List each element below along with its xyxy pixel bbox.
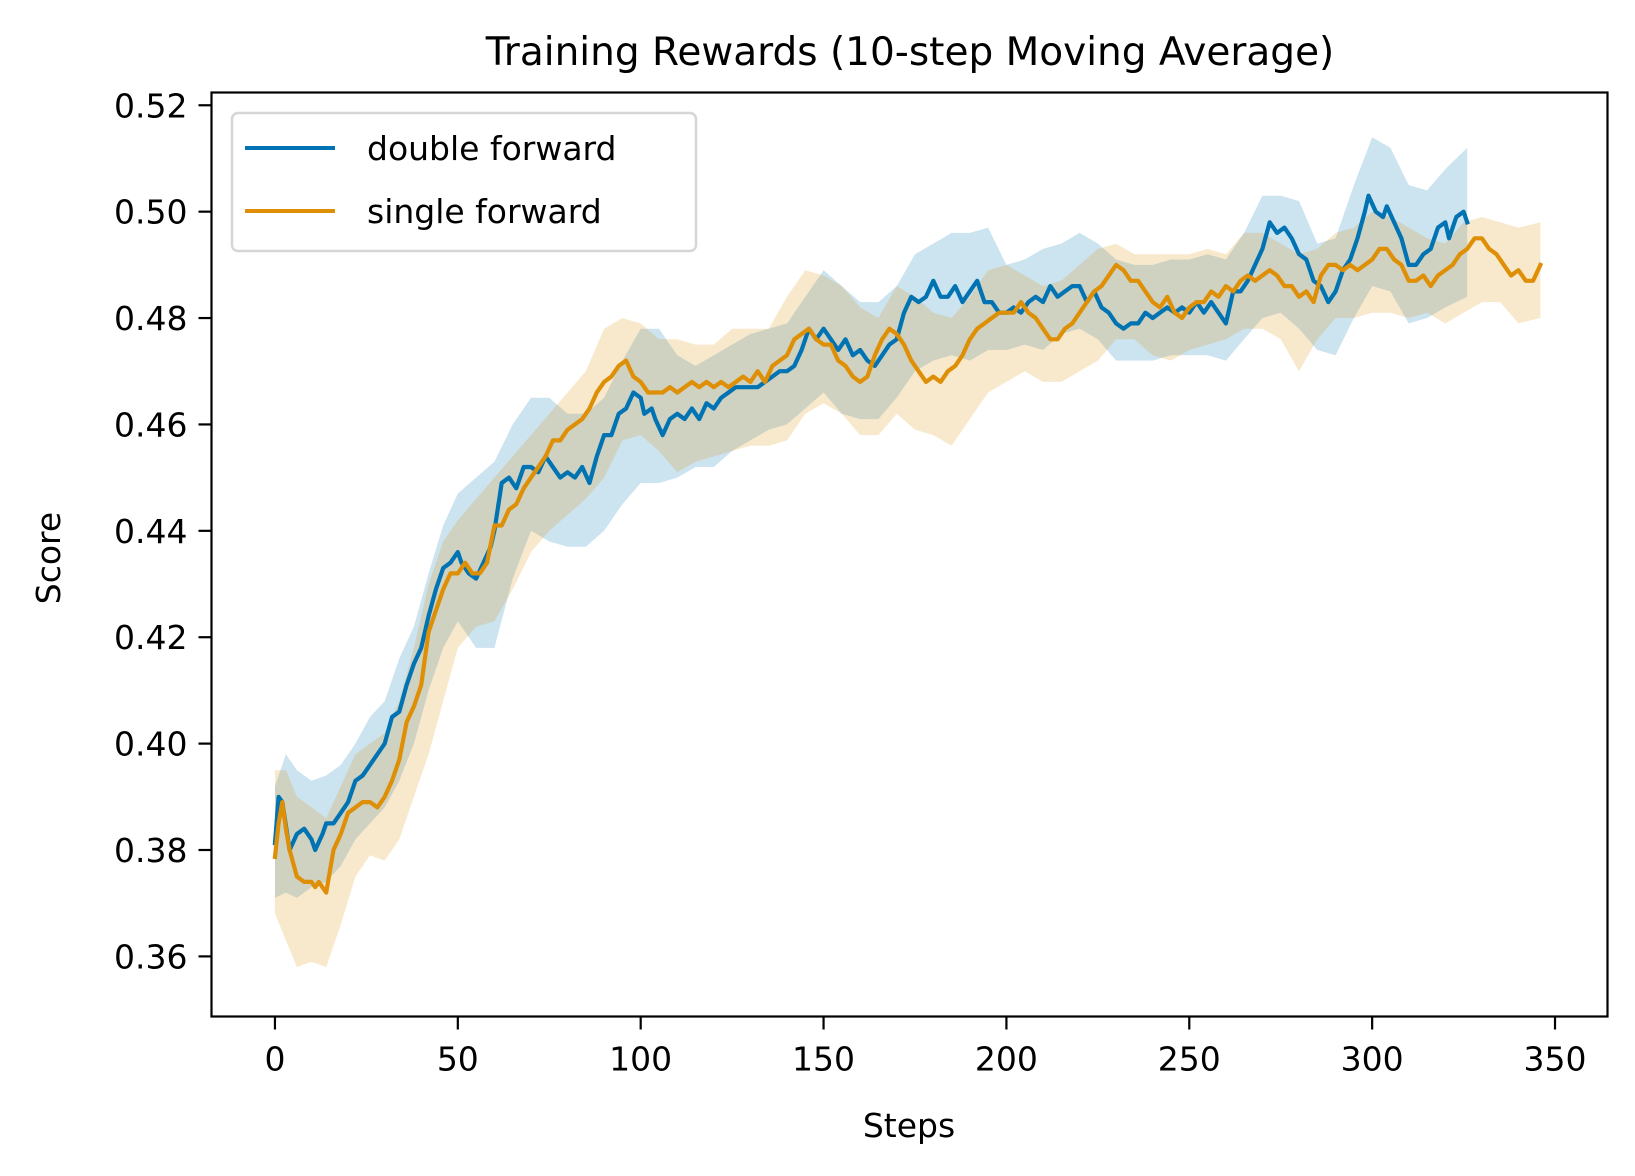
x-tick-label: 0 xyxy=(264,1040,285,1079)
y-tick-label: 0.48 xyxy=(114,299,187,338)
x-axis-label: Steps xyxy=(863,1106,955,1145)
x-tick-label: 100 xyxy=(609,1040,672,1079)
x-tick-label: 150 xyxy=(792,1040,855,1079)
legend-label-single-forward: single forward xyxy=(367,192,602,231)
y-tick-label: 0.36 xyxy=(114,937,187,976)
chart-title: Training Rewards (10-step Moving Average… xyxy=(485,30,1335,75)
legend-label-double-forward: double forward xyxy=(367,129,616,168)
y-tick-label: 0.52 xyxy=(114,86,187,125)
series-lines xyxy=(272,193,1544,895)
y-tick-label: 0.38 xyxy=(114,831,187,870)
x-tick-label: 50 xyxy=(437,1040,479,1079)
x-tick-label: 250 xyxy=(1158,1040,1221,1079)
plot-area-frame xyxy=(210,91,1609,1018)
x-axis: 0 50 100 150 200 250 300 350 xyxy=(264,1016,1587,1079)
legend: double forward single forward xyxy=(230,111,698,253)
y-tick-label: 0.42 xyxy=(114,618,187,657)
y-tick-label: 0.44 xyxy=(114,512,187,551)
y-axis-label: Score xyxy=(29,512,68,604)
x-tick-label: 200 xyxy=(975,1040,1038,1079)
legend-frame xyxy=(230,111,698,253)
y-tick-label: 0.50 xyxy=(114,193,187,232)
line-single-forward xyxy=(272,236,1544,895)
band-double-forward xyxy=(275,137,1468,898)
y-axis: 0.36 0.38 0.40 0.42 0.44 0.46 0.48 0.50 0.52 xyxy=(114,86,212,976)
x-tick-label: 300 xyxy=(1341,1040,1404,1079)
y-tick-label: 0.40 xyxy=(114,725,187,764)
x-tick-label: 350 xyxy=(1524,1040,1587,1079)
y-tick-label: 0.46 xyxy=(114,405,187,444)
